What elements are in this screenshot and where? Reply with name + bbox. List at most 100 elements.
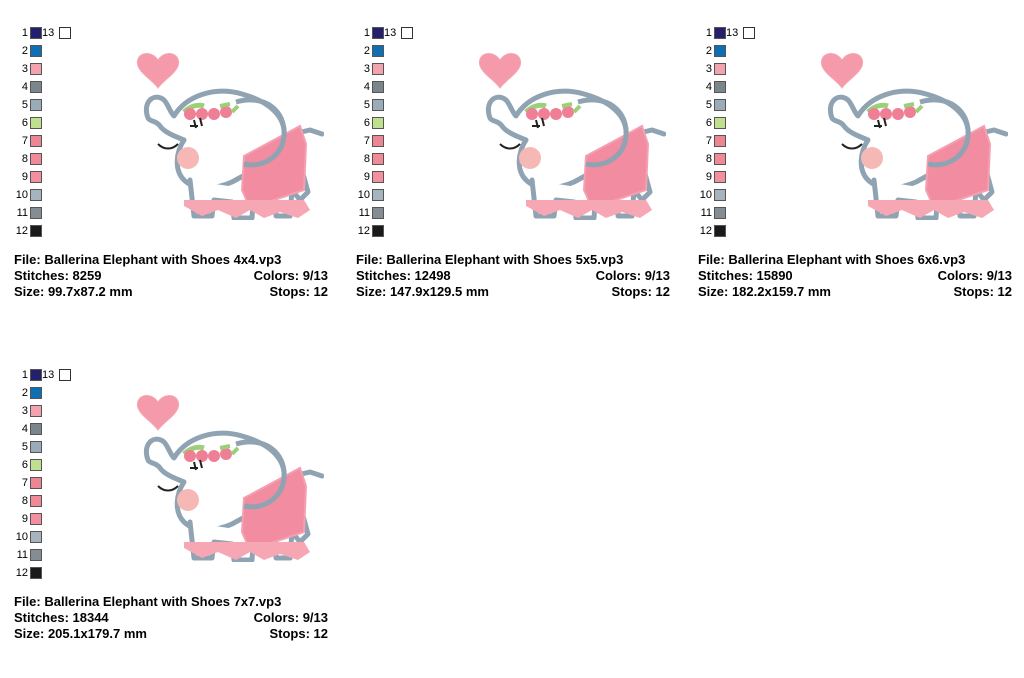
design-size: Size: 205.1x179.7 mm — [14, 626, 147, 641]
swatch-color — [30, 63, 42, 75]
swatch-number: 7 — [21, 135, 28, 147]
swatch-color — [372, 63, 384, 75]
color-count: Colors: 9/13 — [253, 268, 328, 283]
swatch-number: 3 — [363, 63, 370, 75]
swatch-number: 2 — [21, 45, 28, 57]
swatch-number: 7 — [705, 135, 712, 147]
size-line: Size: 99.7x87.2 mm Stops: 12 — [14, 284, 328, 300]
swatch-number: 10 — [15, 189, 28, 201]
swatch-color — [372, 135, 384, 147]
tutu — [184, 466, 310, 560]
swatch-number: 2 — [363, 45, 370, 57]
stop-count: Stops: 12 — [269, 284, 328, 299]
file-name: File: Ballerina Elephant with Shoes 5x5.… — [356, 252, 624, 267]
swatch-color — [30, 549, 42, 561]
swatch-number: 11 — [700, 207, 712, 219]
file-line: File: Ballerina Elephant with Shoes 6x6.… — [698, 252, 1012, 268]
swatch-color — [714, 153, 726, 165]
swatch-number: 4 — [21, 81, 28, 93]
swatch-number: 4 — [363, 81, 370, 93]
tutu — [526, 124, 652, 218]
swatch-color — [714, 135, 726, 147]
swatch-color — [30, 81, 42, 93]
swatch-number: 1 — [705, 27, 712, 39]
swatch-color — [30, 495, 42, 507]
face — [841, 117, 887, 169]
face — [157, 459, 203, 511]
size-line: Size: 182.2x159.7 mm Stops: 12 — [698, 284, 1012, 300]
ear — [919, 97, 971, 168]
stitch-count: Stitches: 15890 — [698, 268, 793, 283]
swatch-number: 6 — [21, 459, 28, 471]
stitches-line: Stitches: 18344 Colors: 9/13 — [14, 610, 328, 626]
swatch-color — [59, 369, 71, 381]
swatch-number: 11 — [16, 207, 28, 219]
tutu — [184, 124, 310, 218]
swatch-color — [30, 477, 42, 489]
swatch-color — [372, 27, 384, 39]
design-card: 1 13 2 3 4 5 6 7 8 9 10 11 12 — [14, 368, 334, 658]
swatch-color — [714, 63, 726, 75]
swatch-number: 1 — [363, 27, 370, 39]
swatch-number: 8 — [705, 153, 712, 165]
swatch-number: 11 — [358, 207, 370, 219]
design-info: File: Ballerina Elephant with Shoes 4x4.… — [14, 252, 328, 300]
swatch-color — [372, 207, 384, 219]
stitch-count: Stitches: 18344 — [14, 610, 109, 625]
swatch-color — [30, 117, 42, 129]
swatch-color — [30, 441, 42, 453]
face — [499, 117, 545, 169]
swatch-number: 13 — [42, 27, 55, 39]
swatch-color — [30, 513, 42, 525]
swatch-number: 9 — [21, 171, 28, 183]
swatch-number: 5 — [705, 99, 712, 111]
swatch-number: 9 — [363, 171, 370, 183]
swatch-color — [372, 153, 384, 165]
heart-icon — [136, 52, 180, 89]
stitch-count: Stitches: 8259 — [14, 268, 102, 283]
swatch-number: 4 — [705, 81, 712, 93]
swatch-color — [714, 27, 726, 39]
stop-count: Stops: 12 — [953, 284, 1012, 299]
elephant-embroidery-preview — [136, 394, 324, 562]
swatch-color — [30, 531, 42, 543]
swatch-color — [714, 171, 726, 183]
swatch-color — [30, 99, 42, 111]
swatch-number: 12 — [699, 225, 712, 237]
swatch-color — [714, 81, 726, 93]
swatch-color — [30, 27, 42, 39]
swatch-color — [372, 99, 384, 111]
elephant-embroidery-preview — [820, 52, 1008, 220]
color-count: Colors: 9/13 — [595, 268, 670, 283]
heart-icon — [820, 52, 864, 89]
heart-icon — [136, 394, 180, 431]
swatch-number: 7 — [21, 477, 28, 489]
flower-crown — [524, 102, 582, 120]
swatch-color — [59, 27, 71, 39]
flower-crown — [866, 102, 924, 120]
swatch-color — [372, 117, 384, 129]
swatch-number: 10 — [357, 189, 370, 201]
swatch-number: 10 — [15, 531, 28, 543]
swatch-color — [372, 225, 384, 237]
stitches-line: Stitches: 8259 Colors: 9/13 — [14, 268, 328, 284]
file-name: File: Ballerina Elephant with Shoes 4x4.… — [14, 252, 282, 267]
tutu — [868, 124, 994, 218]
swatch-color — [30, 153, 42, 165]
swatch-number: 1 — [21, 369, 28, 381]
swatch-color — [714, 99, 726, 111]
color-count: Colors: 9/13 — [937, 268, 1012, 283]
design-size: Size: 99.7x87.2 mm — [14, 284, 133, 299]
swatch-number: 3 — [705, 63, 712, 75]
face — [157, 117, 203, 169]
file-line: File: Ballerina Elephant with Shoes 7x7.… — [14, 594, 328, 610]
swatch-number: 13 — [42, 369, 55, 381]
stitches-line: Stitches: 15890 Colors: 9/13 — [698, 268, 1012, 284]
swatch-number: 8 — [363, 153, 370, 165]
swatch-number: 5 — [363, 99, 370, 111]
design-card: 1 13 2 3 4 5 6 7 8 9 10 11 12 — [356, 26, 676, 316]
swatch-number: 3 — [21, 405, 28, 417]
swatch-number: 12 — [15, 225, 28, 237]
swatch-color — [714, 207, 726, 219]
flower-crown — [182, 444, 240, 462]
